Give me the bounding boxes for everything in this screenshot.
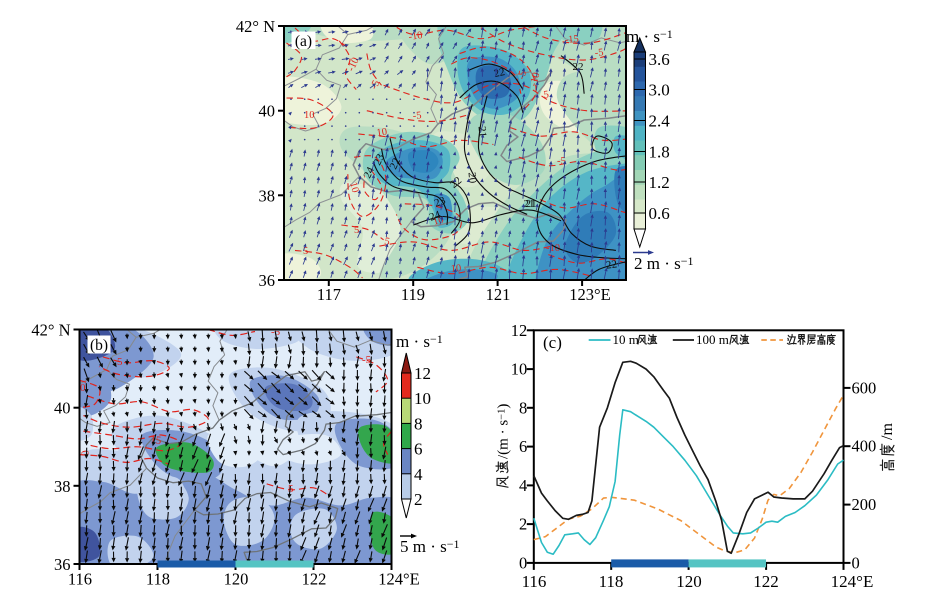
svg-text:-15: -15: [564, 34, 579, 46]
svg-text:-5: -5: [362, 354, 372, 366]
svg-text:120: 120: [676, 572, 702, 591]
svg-text:4: 4: [519, 476, 527, 495]
svg-text:10: 10: [414, 389, 431, 408]
svg-text:10: 10: [511, 360, 528, 379]
svg-text:100 m: 100 m: [696, 332, 729, 347]
svg-text:8: 8: [414, 414, 423, 433]
svg-text:5: 5: [354, 225, 359, 236]
svg-text:600: 600: [852, 378, 877, 397]
svg-text:118: 118: [146, 570, 170, 589]
svg-text:21: 21: [524, 198, 535, 210]
svg-text:6: 6: [519, 437, 527, 456]
svg-text:5: 5: [117, 356, 123, 368]
svg-text:3.0: 3.0: [649, 81, 670, 100]
svg-text:0.6: 0.6: [649, 204, 670, 223]
svg-text:42° N: 42° N: [236, 17, 275, 36]
svg-text:15: 15: [150, 434, 163, 447]
svg-text:5: 5: [303, 246, 308, 257]
svg-text:117: 117: [317, 285, 341, 304]
svg-text:124°E: 124°E: [831, 572, 874, 591]
svg-text:23: 23: [433, 194, 448, 209]
svg-text:21: 21: [526, 198, 537, 210]
svg-text:5 m · s−1: 5 m · s−1: [400, 537, 460, 556]
svg-text:122: 122: [753, 572, 779, 591]
svg-text:(c): (c): [543, 333, 562, 352]
svg-text:12: 12: [414, 364, 431, 383]
svg-text:2.4: 2.4: [649, 112, 671, 131]
svg-text:122: 122: [302, 570, 327, 589]
svg-text:(b): (b): [90, 337, 108, 354]
svg-text:2: 2: [414, 490, 423, 509]
svg-text:38: 38: [259, 186, 276, 205]
svg-text:4: 4: [414, 465, 423, 484]
svg-text:400: 400: [852, 437, 877, 456]
svg-text:40: 40: [259, 102, 276, 121]
svg-text:119: 119: [401, 285, 425, 304]
svg-text:0: 0: [78, 449, 91, 457]
svg-text:42° N: 42° N: [31, 321, 70, 340]
svg-text:123°E: 123°E: [569, 285, 610, 304]
svg-text:21: 21: [476, 126, 489, 138]
svg-text:-5: -5: [369, 79, 383, 92]
svg-text:120: 120: [224, 570, 249, 589]
svg-text:-10: -10: [408, 30, 423, 43]
svg-text:0: 0: [80, 382, 86, 394]
svg-text:2: 2: [519, 515, 527, 534]
svg-text:3.6: 3.6: [649, 50, 670, 69]
svg-text:23: 23: [372, 152, 388, 167]
svg-text:/m: /m: [879, 423, 896, 440]
svg-text:12: 12: [511, 321, 528, 340]
svg-text:-10: -10: [528, 71, 542, 87]
svg-text:116: 116: [68, 570, 92, 589]
svg-text:10 m: 10 m: [613, 332, 639, 347]
svg-text:5: 5: [543, 89, 550, 101]
svg-text:0: 0: [519, 553, 527, 572]
svg-text:116: 116: [522, 572, 547, 591]
svg-text:8: 8: [519, 398, 527, 417]
svg-text:-10: -10: [346, 56, 362, 73]
svg-text:10: 10: [347, 181, 360, 194]
svg-text:22: 22: [388, 156, 404, 171]
svg-text:-5: -5: [594, 47, 604, 59]
svg-text:22: 22: [605, 258, 618, 271]
svg-text:6: 6: [414, 440, 423, 459]
svg-text:2 m · s−1: 2 m · s−1: [634, 254, 694, 273]
svg-text:118: 118: [599, 572, 624, 591]
svg-text:5: 5: [383, 236, 390, 248]
svg-text:m · s−1: m · s−1: [396, 332, 443, 351]
svg-text:0: 0: [852, 553, 860, 572]
svg-text:-10: -10: [546, 243, 560, 254]
svg-text:m · s−1: m · s−1: [626, 27, 673, 46]
svg-text:5: 5: [288, 483, 294, 495]
svg-text:10: 10: [304, 110, 315, 121]
svg-text:38: 38: [54, 477, 71, 496]
svg-text:20: 20: [466, 172, 479, 185]
svg-text:24: 24: [428, 208, 443, 223]
svg-text:10: 10: [376, 127, 388, 139]
svg-text:10: 10: [450, 263, 461, 275]
svg-text:36: 36: [54, 555, 71, 574]
svg-text:1.8: 1.8: [649, 143, 670, 162]
svg-text:22: 22: [573, 61, 584, 73]
svg-text:121: 121: [486, 285, 511, 304]
svg-text:200: 200: [852, 495, 877, 514]
svg-text:1.2: 1.2: [649, 173, 670, 192]
svg-text:-5: -5: [412, 110, 422, 122]
svg-text:36: 36: [259, 271, 276, 290]
svg-text:(a): (a): [295, 33, 312, 50]
svg-text:124°E: 124°E: [378, 570, 419, 589]
svg-text:40: 40: [54, 399, 71, 418]
svg-text:-5: -5: [557, 156, 566, 167]
